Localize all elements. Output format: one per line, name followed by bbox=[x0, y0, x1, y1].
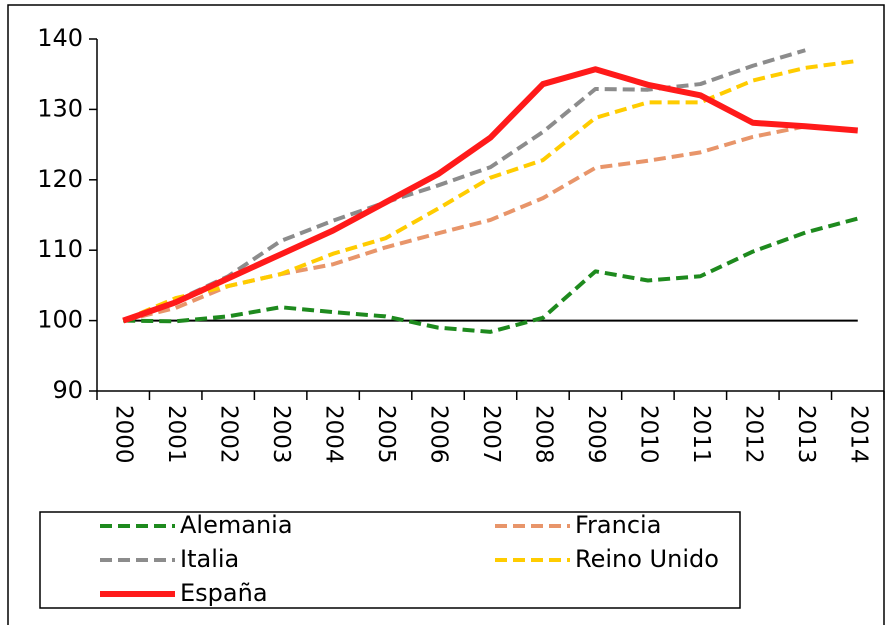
y-tick-label: 130 bbox=[37, 94, 83, 122]
x-tick-label: 2013 bbox=[793, 405, 819, 464]
x-tick-label: 2014 bbox=[845, 405, 871, 464]
series-line bbox=[122, 58, 859, 323]
x-tick-label: 2001 bbox=[163, 405, 189, 464]
x-tick-label: 2009 bbox=[583, 405, 609, 464]
legend-label: Alemania bbox=[180, 511, 293, 539]
x-tick-label: 2005 bbox=[373, 405, 399, 464]
x-tick-label: 2003 bbox=[268, 405, 294, 464]
x-tick-label: 2006 bbox=[426, 405, 452, 464]
series-line bbox=[123, 216, 859, 334]
x-tick-label: 2000 bbox=[111, 405, 137, 464]
y-tick-label: 110 bbox=[37, 235, 83, 263]
x-tick-label: 2002 bbox=[216, 405, 242, 464]
legend-label: España bbox=[180, 579, 268, 607]
legend-label: Reino Unido bbox=[575, 545, 719, 573]
series-line bbox=[122, 48, 806, 323]
y-tick-label: 120 bbox=[37, 165, 83, 193]
x-tick-label: 2012 bbox=[740, 405, 766, 464]
y-tick-label: 140 bbox=[37, 24, 83, 52]
legend-label: Italia bbox=[180, 545, 239, 573]
frame bbox=[7, 4, 885, 629]
x-tick-label: 2007 bbox=[478, 405, 504, 464]
legend-label: Francia bbox=[575, 511, 661, 539]
series-line bbox=[122, 66, 859, 324]
y-tick-label: 100 bbox=[37, 306, 83, 334]
x-tick-label: 2008 bbox=[530, 405, 556, 464]
x-tick-label: 2004 bbox=[321, 405, 347, 464]
y-tick-label: 90 bbox=[52, 376, 83, 404]
x-tick-label: 2010 bbox=[635, 405, 661, 464]
x-tick-label: 2011 bbox=[688, 405, 714, 464]
